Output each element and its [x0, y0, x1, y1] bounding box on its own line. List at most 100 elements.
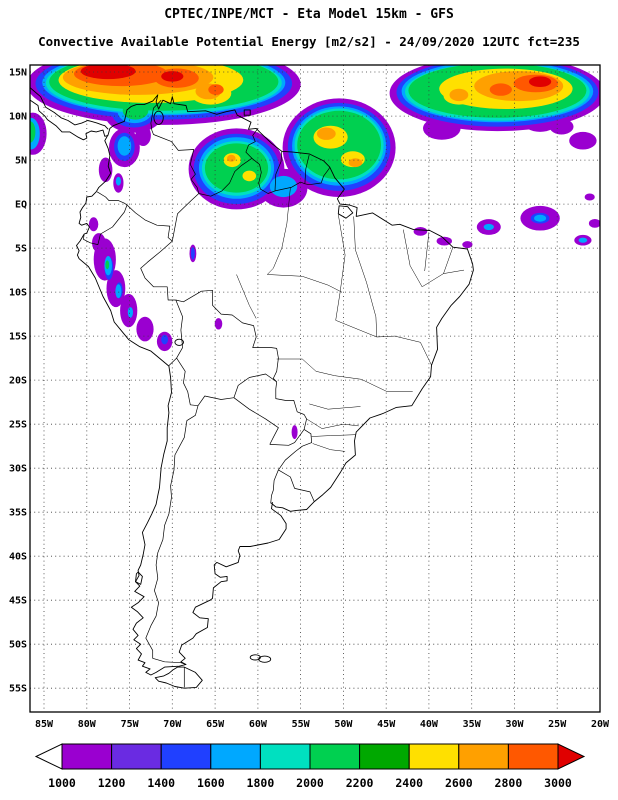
cape-region-ge-3000	[529, 76, 552, 87]
lon-tick-label: 85W	[35, 719, 54, 730]
central-america-coastline	[30, 99, 109, 141]
lake-outline	[258, 655, 272, 663]
page-subtitle: Convective Available Potential Energy [m…	[38, 34, 580, 49]
country-border	[274, 151, 283, 191]
lat-tick-label: 15S	[9, 332, 27, 343]
cape-region-ge-2600	[348, 158, 363, 168]
lat-tick-label: 10N	[9, 112, 27, 123]
state-border	[276, 358, 413, 392]
country-border	[171, 193, 200, 242]
cape-region-ge-1600	[534, 214, 547, 222]
country-border	[304, 154, 310, 184]
cape-region-ge-2600	[227, 154, 236, 162]
country-border	[233, 373, 277, 398]
lon-tick-label: 70W	[163, 719, 182, 730]
country-border	[150, 99, 200, 194]
colorbar-segment	[111, 743, 162, 770]
state-border	[376, 335, 432, 366]
colorbar-tick-label: 1800	[247, 776, 275, 790]
country-border	[269, 429, 305, 446]
island-outline	[243, 109, 251, 116]
cape-region-ge-1400	[191, 247, 195, 260]
lake-outline	[249, 654, 261, 661]
lat-tick-label: 5S	[15, 244, 27, 255]
lon-tick-label: 25W	[548, 719, 567, 730]
cape-region-ge-2600	[449, 88, 469, 102]
colorbar-tick-label: 2200	[346, 776, 374, 790]
country-border	[126, 204, 173, 242]
cape-region-ge-3000	[80, 65, 136, 80]
state-border	[421, 273, 444, 288]
state-border	[424, 232, 430, 272]
cape-region-ge-1000	[214, 318, 223, 330]
colorbar-right-arrow	[557, 743, 586, 770]
colorbar-tick-label: 1000	[48, 776, 76, 790]
cape-region-ge-1000	[588, 219, 600, 228]
colorbar-tick-label: 1200	[98, 776, 126, 790]
colorbar-segment	[160, 743, 212, 770]
state-border	[236, 274, 257, 319]
cape-region-ge-1000	[136, 316, 154, 342]
lon-tick-label: 55W	[292, 719, 311, 730]
lon-tick-label: 65W	[206, 719, 225, 730]
cape-region-ge-1000	[92, 233, 106, 253]
colorbar-segment	[309, 743, 361, 770]
state-border	[312, 443, 346, 452]
cape-region-ge-1000	[569, 131, 597, 150]
state-border	[443, 269, 465, 274]
cape-region-ge-2000	[105, 260, 110, 270]
country-border	[270, 469, 279, 504]
cape-region-ge-1000	[291, 425, 298, 440]
page-title: CPTEC/INPE/MCT - Eta Model 15km - GFS	[164, 7, 454, 22]
cape-region-ge-1600	[117, 136, 132, 156]
cape-region-ge-1000	[88, 217, 99, 232]
country-border	[175, 299, 183, 359]
colorbar-tick-label: 2000	[296, 776, 324, 790]
cape-region-ge-3000	[161, 71, 184, 82]
cape-region-ge-2800	[489, 83, 512, 96]
state-border	[267, 274, 342, 293]
island-outline	[337, 205, 354, 219]
lat-tick-label: 30S	[9, 464, 27, 475]
lat-tick-label: 50S	[9, 640, 27, 651]
colorbar-segment	[61, 743, 113, 770]
lat-tick-label: 20S	[9, 376, 27, 387]
state-border	[267, 187, 291, 275]
cape-region-ge-2400	[242, 170, 257, 182]
country-border	[245, 128, 259, 159]
colorbar-tick-label: 2800	[495, 776, 523, 790]
colorbar-segment	[458, 743, 509, 770]
cape-region-ge-1000	[98, 157, 113, 183]
cape-region-ge-1000	[413, 227, 428, 236]
state-border	[353, 216, 367, 283]
lat-tick-label: 45S	[9, 596, 27, 607]
colorbar-left-arrow	[34, 743, 63, 770]
country-border	[198, 158, 253, 197]
lon-tick-label: 80W	[78, 719, 97, 730]
lake-outline	[153, 110, 164, 125]
colorbar-tick-label: 3000	[544, 776, 572, 790]
lon-tick-label: 50W	[334, 719, 353, 730]
central-america-coastline	[30, 87, 109, 130]
country-border	[197, 395, 234, 406]
cape-region-ge-1600	[578, 237, 588, 243]
country-border	[145, 405, 199, 665]
lat-tick-label: 5N	[15, 156, 27, 167]
country-border	[278, 469, 315, 502]
south-america-coastline	[76, 94, 474, 676]
colorbar-segment	[507, 743, 559, 770]
state-borders-layer	[236, 187, 465, 452]
cape-region-ge-1000	[462, 241, 473, 249]
country-border	[275, 381, 307, 430]
country-border	[233, 397, 279, 445]
state-border	[335, 320, 377, 338]
map-frame	[29, 64, 601, 713]
colorbar-tick-label: 1600	[197, 776, 225, 790]
state-border	[306, 418, 359, 429]
country-borders-layer	[83, 99, 331, 688]
country-border	[278, 429, 313, 471]
lat-tick-label: EQ	[15, 200, 27, 211]
island-outline	[135, 571, 143, 585]
